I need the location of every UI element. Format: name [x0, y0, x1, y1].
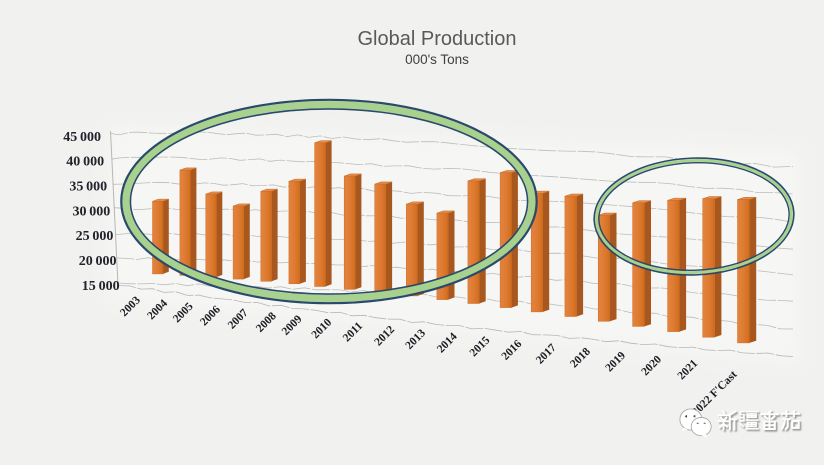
svg-text:20 000: 20 000 [79, 254, 117, 269]
svg-text:000's Tons: 000's Tons [405, 52, 469, 67]
svg-text:35 000: 35 000 [69, 180, 107, 195]
svg-text:45 000: 45 000 [63, 130, 101, 145]
svg-text:30 000: 30 000 [72, 204, 110, 219]
svg-text:15 000: 15 000 [82, 279, 120, 294]
svg-text:25 000: 25 000 [76, 229, 114, 244]
svg-text:Global Production: Global Production [358, 28, 517, 50]
svg-text:40 000: 40 000 [66, 155, 104, 170]
